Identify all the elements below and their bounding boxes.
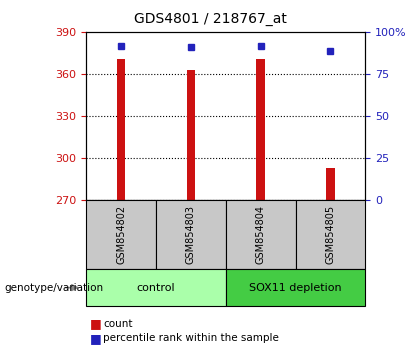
Bar [117,59,125,200]
Text: GSM854805: GSM854805 [326,205,336,264]
Bar [326,169,335,200]
Bar [86,269,226,306]
Bar [156,200,226,269]
Text: percentile rank within the sample: percentile rank within the sample [103,333,279,343]
Bar [186,70,195,200]
Text: GSM854804: GSM854804 [256,205,266,264]
Text: control: control [136,282,175,293]
Text: GDS4801 / 218767_at: GDS4801 / 218767_at [134,12,286,27]
Text: ■: ■ [90,332,102,344]
Bar [86,200,156,269]
Bar [257,59,265,200]
Bar [226,269,365,306]
Text: ■: ■ [90,318,102,330]
Text: GSM854802: GSM854802 [116,205,126,264]
Bar [226,200,296,269]
Text: count: count [103,319,132,329]
Text: genotype/variation: genotype/variation [4,282,103,293]
Bar [296,200,365,269]
Text: GSM854803: GSM854803 [186,205,196,264]
Text: SOX11 depletion: SOX11 depletion [249,282,342,293]
